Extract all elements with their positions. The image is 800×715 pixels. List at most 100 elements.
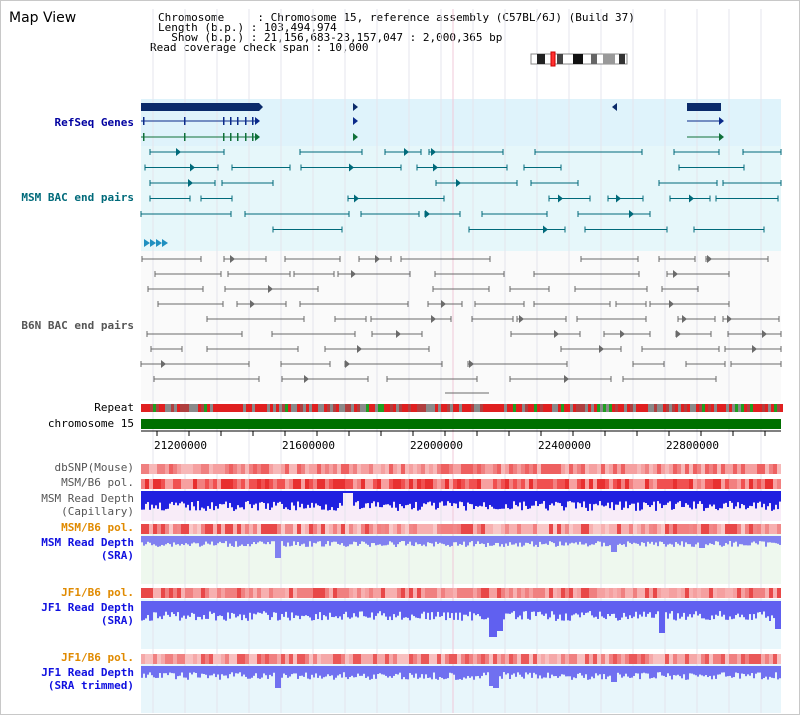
- msm-sra-depth-bar: [179, 536, 181, 546]
- jf1-sra-depth-bar: [387, 601, 389, 620]
- jf1-sra-depth-bar: [153, 601, 155, 613]
- capillary-depth-bar: [669, 491, 671, 502]
- dbsnp-cell: [513, 464, 517, 474]
- msm-sra-depth-bar: [601, 536, 603, 547]
- gene-block: [141, 103, 259, 111]
- track-label-b6n-bac[interactable]: B6N BAC end pairs: [21, 319, 134, 332]
- jf1-pol-cell: [725, 654, 729, 664]
- track-label-msm-bac[interactable]: MSM BAC end pairs: [21, 191, 134, 204]
- jf1-pol-cell: [605, 654, 609, 664]
- repeat-segment: [510, 404, 513, 412]
- capillary-depth-bar: [641, 491, 643, 510]
- jf1-trim-depth-bar: [773, 666, 775, 679]
- msm-sra-depth-bar: [581, 536, 583, 545]
- jf1-trim-depth-bar: [691, 666, 693, 674]
- repeat-segment: [147, 404, 150, 412]
- jf1-sra-depth-bar: [481, 601, 483, 620]
- capillary-depth-bar: [381, 491, 383, 508]
- repeat-segment: [162, 404, 165, 412]
- jf1-trim-depth-bar: [297, 666, 299, 679]
- track-label-dbsnp[interactable]: dbSNP(Mouse): [54, 461, 134, 474]
- msm-pol-cell: [413, 524, 417, 534]
- msm-pol-cell: [389, 524, 393, 534]
- msm-sra-depth-bar: [237, 536, 239, 547]
- msm-sra-depth-bar: [773, 536, 775, 543]
- b6n-bac-pair-arrow: [268, 285, 273, 293]
- jf1-trim-depth-bar: [279, 666, 281, 688]
- jf1-trim-depth-bar: [765, 666, 767, 677]
- track-label-jf1-b6-pol[interactable]: JF1/B6 pol.: [61, 586, 134, 599]
- jf1-sra-depth-bar: [727, 601, 729, 620]
- msm-pol-cell: [717, 524, 721, 534]
- jf1-trim-depth-bar: [181, 666, 183, 673]
- jf1-pol-cell: [245, 588, 249, 598]
- dbsnp-cell: [617, 464, 621, 474]
- track-label-msm-b6-pol-2[interactable]: MSM/B6 pol.: [61, 521, 134, 534]
- dbsnp-cell: [265, 464, 269, 474]
- capillary-depth-bar: [709, 491, 711, 505]
- jf1-pol-cell: [685, 588, 689, 598]
- msm-pol-cell: [157, 479, 161, 489]
- msm-pol-cell: [529, 479, 533, 489]
- msm-bac-pair-arrow: [349, 163, 354, 172]
- track-label-jf1-depth-sra[interactable]: JF1 Read Depth: [41, 601, 134, 614]
- msm-pol-cell: [577, 479, 581, 489]
- dbsnp-cell: [301, 464, 305, 474]
- jf1-sra-depth-bar: [427, 601, 429, 613]
- dbsnp-cell: [145, 464, 149, 474]
- msm-pol-cell: [149, 524, 153, 534]
- dbsnp-cell: [577, 464, 581, 474]
- repeat-segment: [384, 404, 387, 412]
- dbsnp-cell: [341, 464, 345, 474]
- jf1-trim-depth-bar: [573, 666, 575, 678]
- capillary-depth-bar: [593, 491, 595, 505]
- capillary-depth-bar: [181, 491, 183, 502]
- track-label-refseq[interactable]: RefSeq Genes: [54, 116, 134, 129]
- exon: [230, 133, 232, 141]
- track-label-jf1-depth-trimmed[interactable]: JF1 Read Depth: [41, 666, 134, 679]
- capillary-depth-bar: [715, 491, 717, 509]
- jf1-sra-depth-bar: [445, 601, 447, 621]
- repeat-segment: [525, 404, 528, 412]
- jf1-trim-depth-bar: [707, 666, 709, 678]
- jf1-pol-cell: [465, 654, 469, 664]
- msm-pol-cell: [557, 479, 561, 489]
- jf1-sra-depth-bar: [699, 601, 701, 614]
- track-label-jf1-b6-pol-2[interactable]: JF1/B6 pol.: [61, 651, 134, 664]
- msm-sra-depth-bar: [751, 536, 753, 543]
- msm-sra-depth-bar: [707, 536, 709, 546]
- jf1-trim-depth-bar: [463, 666, 465, 678]
- jf1-pol-cell: [377, 588, 381, 598]
- msm-pol-cell: [441, 479, 445, 489]
- dbsnp-cell: [773, 464, 777, 474]
- repeat-segment: [411, 404, 414, 412]
- jf1-trim-depth-bar: [413, 666, 415, 678]
- jf1-pol-cell: [625, 654, 629, 664]
- track-label-msm-depth-sra[interactable]: MSM Read Depth: [41, 536, 134, 549]
- jf1-pol-cell: [621, 654, 625, 664]
- jf1-pol-cell: [265, 654, 269, 664]
- jf1-sra-depth-bar: [281, 601, 283, 615]
- jf1-pol-cell: [553, 654, 557, 664]
- capillary-depth-bar: [597, 491, 599, 506]
- jf1-trim-depth-bar: [357, 666, 359, 674]
- msm-pol-cell: [645, 524, 649, 534]
- jf1-pol-cell: [633, 588, 637, 598]
- track-label-msm-b6-pol[interactable]: MSM/B6 pol.: [61, 476, 134, 489]
- ideogram-band: [603, 54, 615, 64]
- msm-sra-depth-bar: [565, 536, 567, 543]
- jf1-trim-depth-bar: [745, 666, 747, 677]
- dbsnp-cell: [213, 464, 217, 474]
- msm-pol-cell: [617, 479, 621, 489]
- msm-pol-cell: [497, 479, 501, 489]
- msm-sra-depth-bar: [551, 536, 553, 543]
- repeat-segment: [270, 404, 273, 412]
- jf1-trim-depth-bar: [713, 666, 715, 676]
- ideogram-band: [573, 54, 583, 64]
- track-label-msm-depth-capillary[interactable]: MSM Read Depth: [41, 492, 134, 505]
- jf1-pol-cell: [325, 654, 329, 664]
- jf1-trim-depth-bar: [411, 666, 413, 675]
- msm-sra-depth-bar: [633, 536, 635, 543]
- msm-pol-cell: [501, 524, 505, 534]
